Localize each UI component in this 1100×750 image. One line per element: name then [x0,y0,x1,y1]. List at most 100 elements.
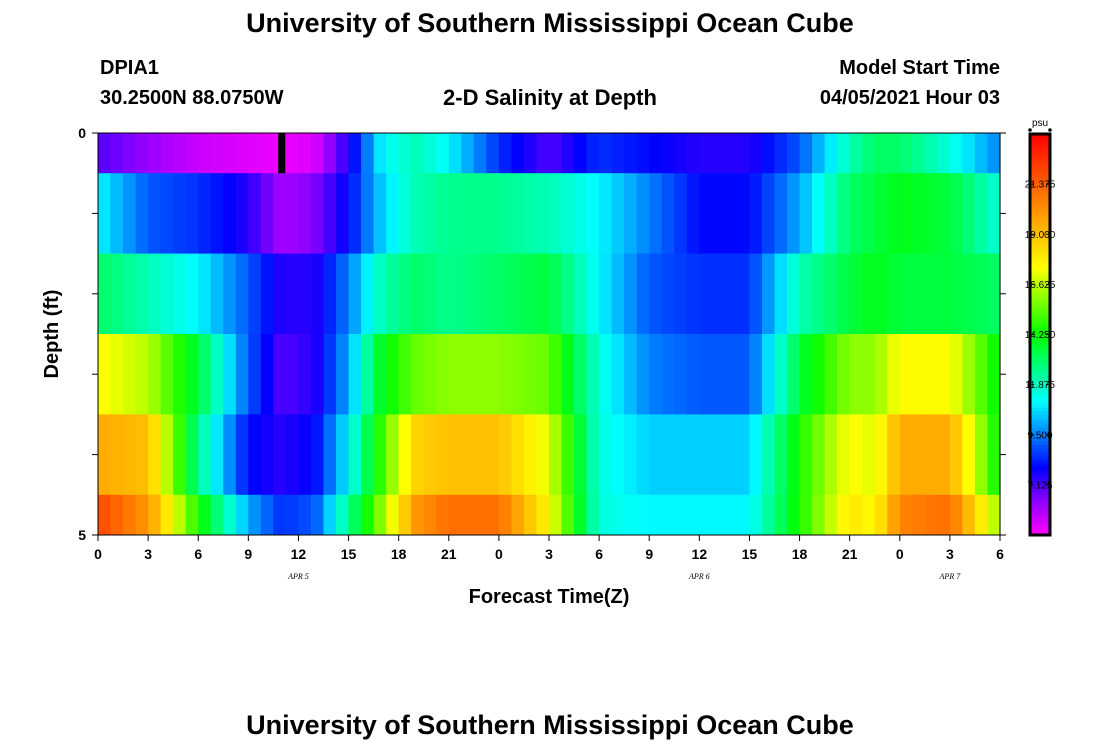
x-tick-label: 21 [842,546,858,562]
colorbar-segment [1030,257,1050,262]
heatmap-cell [749,173,763,254]
colorbar-segment [1030,324,1050,329]
heatmap-cell [386,334,400,415]
heatmap-cell [699,173,713,254]
heatmap-cell [674,133,688,174]
heatmap-cell [711,414,725,496]
heatmap-cell [123,173,137,254]
date-label: APR 5 [287,572,309,581]
heatmap-cell [448,334,462,415]
heatmap-cell [361,494,375,536]
heatmap-cell [461,133,475,174]
colorbar-segment [1030,514,1050,519]
x-tick-label: 6 [194,546,202,562]
y-tick-label: 5 [78,527,86,543]
heatmap-cell [837,494,851,536]
heatmap-cell [285,173,300,254]
colorbar-segment [1030,404,1050,409]
heatmap-cell [962,494,976,536]
heatmap-cell [574,334,588,415]
colorbar-segment [1030,184,1050,188]
heatmap-cell [862,334,876,415]
colorbar-segment [1030,244,1050,249]
heatmap-cell [523,133,538,174]
heatmap-cell [974,173,989,254]
heatmap-cell [962,414,976,496]
colorbar-segment [1030,451,1050,456]
heatmap-cell [812,414,826,496]
heatmap-cell [248,133,262,174]
colorbar-segment [1030,524,1050,529]
heatmap-cell [636,334,650,415]
heatmap-cell [987,133,1001,174]
heatmap-cell [949,253,964,335]
colorbar-dot [1048,128,1052,132]
heatmap-cell [135,494,149,536]
heatmap-cell [649,334,663,415]
colorbar-segment [1030,217,1050,222]
heatmap-cell [486,414,500,496]
heatmap-cell [912,494,926,536]
heatmap-cell [348,494,362,536]
heatmap-cell [223,494,237,536]
page-title: University of Southern Mississippi Ocean… [246,8,854,38]
heatmap-cell [185,253,199,335]
heatmap-cell [386,253,400,335]
colorbar-segment [1030,464,1050,469]
heatmap-cell [949,414,964,496]
colorbar-tick-label: 19.000 [1025,230,1056,241]
x-axis: 0 3 6 9 12 15 18 21 0 3 6 9 12 15 18 21 0 3 6 APR 5 APR 6 APR… [94,535,1004,581]
colorbar-segment [1030,394,1050,399]
heatmap-cell [699,414,713,496]
heatmap-cell [987,414,1001,496]
heatmap-cell [924,173,938,254]
heatmap-cell [912,414,926,496]
heatmap-cell [549,133,563,174]
heatmap-cell [523,173,538,254]
colorbar-segment [1030,177,1050,182]
heatmap-cell [511,133,525,174]
heatmap-cell [235,414,249,496]
x-tick-label: 6 [996,546,1004,562]
colorbar-segment [1030,491,1050,496]
heatmap-cell [887,253,901,335]
heatmap-cell [949,334,964,415]
heatmap-cell [361,253,375,335]
heatmap-cell [486,494,500,536]
model-start-label: Model Start Time [839,57,1000,79]
heatmap-cell [436,253,450,335]
heatmap-cell [774,253,788,335]
heatmap-cell [749,334,763,415]
heatmap-cell [173,414,187,496]
heatmap-cell [711,173,725,254]
heatmap-cell [974,253,989,335]
heatmap-cell [949,494,964,536]
heatmap-cell [849,494,863,536]
heatmap-cell [711,133,725,174]
heatmap-cell [987,253,1001,335]
heatmap-cell [561,133,575,174]
heatmap-cell [473,133,487,174]
heatmap-cell [937,173,951,254]
heatmap-cell [411,414,425,496]
heatmap-cell [523,414,538,496]
heatmap-cell [924,414,938,496]
colorbar-segment [1030,387,1050,392]
heatmap-cell [336,253,350,335]
colorbar-segment [1030,498,1050,503]
colorbar-segment [1030,190,1050,195]
heatmap-cell [924,253,938,335]
colorbar-segment [1030,304,1050,309]
heatmap-cell [761,253,776,335]
colorbar-segment [1030,367,1050,372]
heatmap-cell [949,173,964,254]
heatmap-cell [373,494,387,536]
heatmap-cell [173,334,187,415]
heatmap-cell [135,173,149,254]
colorbar-segment [1030,438,1050,442]
colorbar-tick-label: 14.250 [1025,330,1056,341]
heatmap-cell [135,133,149,174]
heatmap-cell [223,173,237,254]
heatmap-cell [611,253,625,335]
colorbar-segment [1030,160,1050,165]
